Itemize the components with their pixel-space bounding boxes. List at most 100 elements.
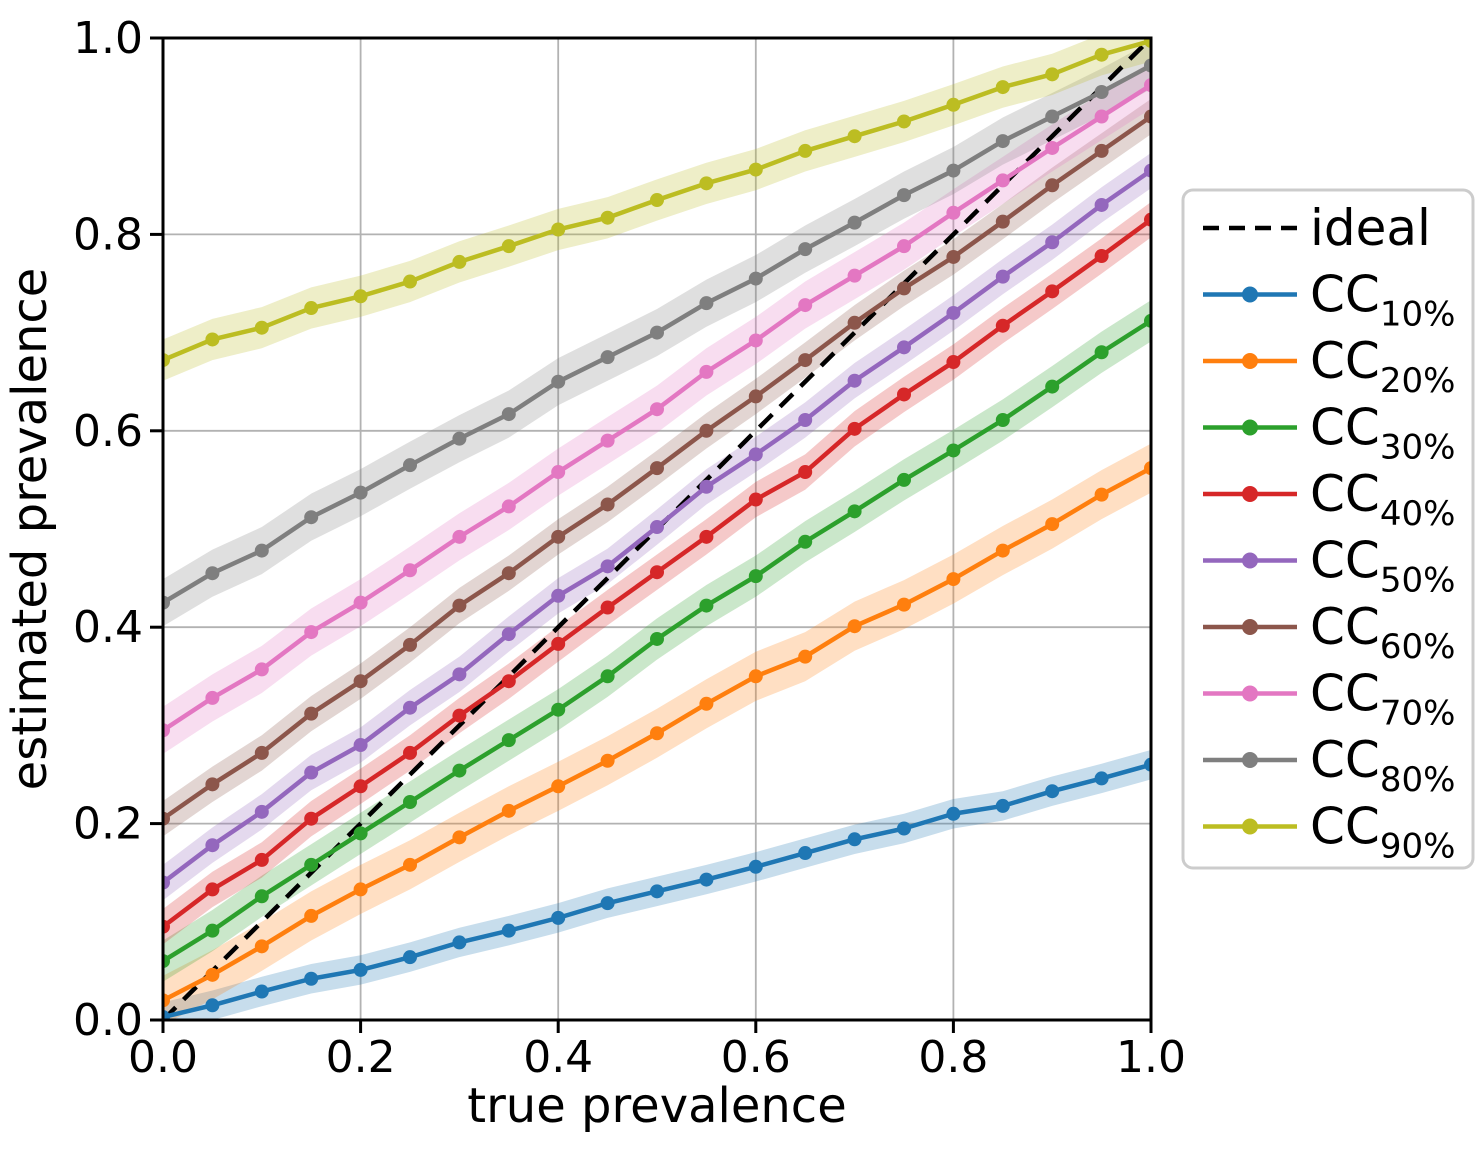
data-point	[995, 318, 1010, 333]
data-point	[650, 325, 664, 340]
data-point	[254, 320, 269, 335]
legend-label-ideal: ideal	[1310, 199, 1431, 257]
data-point	[699, 696, 714, 711]
data-point	[600, 896, 615, 911]
data-point	[254, 984, 269, 999]
legend-sample-marker	[1242, 353, 1258, 369]
data-point	[452, 254, 467, 269]
legend: ideal CC10%CC20%CC30%CC40%CC50%CC60%CC70%…	[1181, 188, 1475, 870]
data-point	[163, 919, 170, 934]
data-point	[798, 353, 813, 368]
data-point	[403, 794, 417, 809]
data-point	[946, 572, 961, 587]
data-point	[1144, 163, 1151, 178]
data-point	[403, 274, 417, 289]
data-point	[403, 950, 417, 965]
data-point	[946, 205, 961, 220]
data-point	[551, 222, 566, 237]
data-point	[403, 458, 417, 473]
data-point	[501, 803, 516, 818]
data-point	[650, 631, 664, 646]
data-point	[748, 333, 763, 348]
axes-spines	[161, 36, 1153, 1022]
data-point	[1144, 757, 1151, 772]
legend-entry-cc-40%: CC40%	[1203, 465, 1455, 534]
y-tick-label: 1.0	[73, 13, 143, 64]
data-point	[353, 674, 368, 689]
data-point	[600, 600, 615, 615]
data-point	[452, 830, 467, 845]
data-point	[452, 529, 467, 544]
data-point	[1094, 143, 1109, 158]
data-point	[897, 387, 911, 402]
data-point	[1045, 284, 1060, 299]
legend-label: CC70%	[1310, 665, 1455, 734]
x-tick-label: 1.0	[1116, 1032, 1186, 1083]
data-point	[304, 510, 319, 525]
data-point	[452, 431, 467, 446]
data-point	[501, 566, 516, 581]
y-tick-label: 0.2	[73, 799, 143, 850]
legend-sample-marker	[1242, 286, 1258, 303]
legend-entry-cc-80%: CC80%	[1203, 731, 1455, 800]
data-point	[304, 811, 319, 826]
data-point	[798, 534, 813, 549]
data-point	[501, 923, 516, 938]
legend-label: CC30%	[1310, 399, 1455, 468]
data-point	[1045, 178, 1060, 193]
data-point	[353, 826, 368, 841]
data-point	[163, 954, 170, 969]
data-point	[946, 305, 961, 320]
x-tick-label: 0.8	[918, 1032, 988, 1083]
data-point	[1094, 85, 1109, 100]
data-point	[946, 443, 961, 458]
data-point	[304, 765, 319, 780]
data-point	[205, 923, 220, 938]
data-point	[798, 298, 813, 313]
legend-label: CC50%	[1310, 532, 1455, 601]
legend-sample-marker	[1242, 818, 1258, 835]
data-point	[205, 998, 220, 1013]
data-point	[304, 857, 319, 872]
data-point	[254, 939, 269, 954]
data-point	[798, 649, 813, 664]
data-point	[551, 374, 566, 389]
data-point	[452, 667, 467, 682]
data-point	[847, 504, 862, 519]
data-point	[995, 269, 1010, 284]
x-axis-label: true prevalence	[467, 1078, 846, 1134]
data-point	[600, 559, 615, 574]
legend-label: CC10%	[1310, 266, 1455, 335]
data-point	[699, 479, 714, 494]
legend-entry-cc-20%: CC20%	[1203, 332, 1455, 401]
data-point	[551, 529, 566, 544]
data-point	[1045, 379, 1060, 394]
data-point	[254, 543, 269, 558]
data-point	[1094, 771, 1109, 786]
data-point	[748, 447, 763, 462]
data-point	[600, 753, 615, 768]
data-point	[551, 636, 566, 651]
data-point	[254, 662, 269, 677]
series-lines	[163, 38, 1151, 1020]
series-cc-50%	[163, 163, 1151, 890]
legend-label: CC60%	[1310, 598, 1455, 667]
data-point	[452, 763, 467, 778]
data-point	[650, 193, 664, 208]
legend-sample-marker	[1242, 552, 1258, 569]
data-point	[403, 700, 417, 715]
legend-label: CC20%	[1310, 332, 1455, 401]
data-point	[995, 543, 1010, 558]
data-point	[403, 857, 417, 872]
data-point	[847, 129, 862, 144]
data-point	[946, 249, 961, 264]
data-point	[551, 702, 566, 717]
data-point	[501, 407, 516, 422]
data-point	[897, 239, 911, 254]
tick-marks	[150, 36, 1153, 1033]
legend-entry-cc-90%: CC90%	[1203, 798, 1455, 867]
data-point	[254, 804, 269, 819]
data-point	[501, 239, 516, 254]
